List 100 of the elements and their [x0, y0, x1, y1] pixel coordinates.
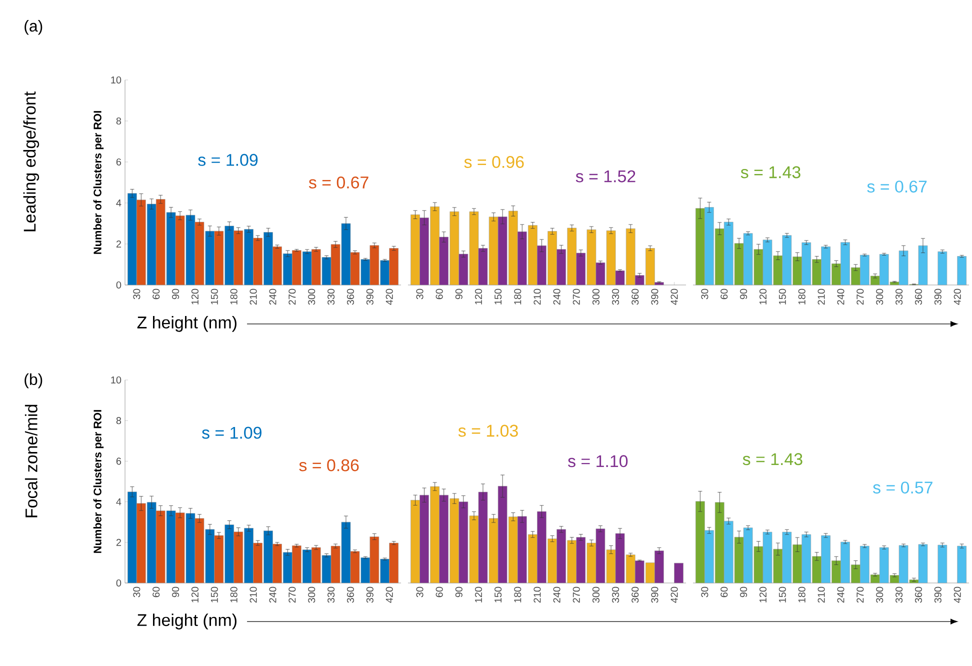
x-tick-label: 120 — [191, 586, 199, 602]
x-tick-label: 150 — [494, 288, 502, 304]
x-tick-label: 330 — [896, 586, 903, 603]
chart-title: (b) — [24, 373, 42, 388]
annotation: s = 1.09 — [198, 154, 258, 166]
x-tick-label: 270 — [856, 586, 864, 603]
y-tick-label: 0 — [116, 579, 122, 587]
x-tick-label: 90 — [172, 288, 180, 300]
x-tick-label: 30 — [416, 288, 424, 300]
bar — [957, 546, 966, 584]
x-tick-label: 360 — [632, 288, 639, 305]
y-tick-label: 2 — [116, 538, 121, 546]
x-tick-label: 420 — [954, 586, 961, 603]
x-tick-label: 270 — [856, 288, 864, 305]
x-axis-title: Z height (nm) — [137, 614, 236, 630]
x-tick-label: 120 — [759, 288, 767, 304]
x-tick-label: 30 — [701, 586, 708, 598]
x-tick-label: 390 — [366, 288, 374, 305]
x-tick-label: 360 — [914, 288, 922, 305]
x-axis-title: Z height (nm) — [137, 316, 236, 332]
y-tick-label: 0 — [116, 281, 122, 289]
bar — [938, 544, 948, 584]
y-tick-label: 6 — [116, 158, 122, 166]
x-tick-label: 270 — [572, 586, 580, 603]
x-tick-label: 270 — [572, 288, 580, 305]
x-tick-label: 420 — [670, 586, 678, 603]
annotation: s = 1.09 — [202, 426, 262, 439]
x-tick-label: 120 — [474, 288, 482, 304]
y-axis-title: Number of Clusters per ROI — [93, 410, 104, 553]
x-tick-label: 180 — [798, 586, 806, 602]
x-tick-label: 150 — [210, 288, 218, 304]
x-tick-label: 60 — [720, 586, 728, 598]
x-tick-label: 240 — [269, 288, 276, 305]
x-tick-label: 300 — [308, 288, 316, 305]
x-tick-label: 60 — [152, 288, 160, 300]
annotation: s = 1.03 — [458, 424, 518, 437]
x-tick-label: 30 — [701, 288, 708, 300]
annotation: s = 1.10 — [568, 455, 628, 468]
x-tick-label: 30 — [133, 288, 140, 300]
annotation: s = 0.57 — [873, 482, 932, 494]
annotation: s = 0.67 — [308, 176, 368, 188]
x-tick-label: 90 — [740, 288, 748, 300]
x-tick-label: 60 — [436, 586, 443, 598]
x-tick-label: 240 — [553, 288, 560, 305]
y-tick-label: 8 — [116, 117, 122, 125]
x-tick-label: 390 — [366, 586, 374, 603]
bar — [957, 256, 966, 286]
x-tick-label: 390 — [651, 586, 658, 603]
y-axis-title: Number of Clusters per ROI — [93, 111, 104, 254]
x-tick-label: 90 — [172, 586, 180, 598]
x-tick-label: 150 — [210, 586, 218, 602]
x-tick-label: 420 — [386, 586, 393, 603]
x-tick-label: 180 — [230, 288, 238, 304]
x-tick-label: 210 — [250, 288, 257, 305]
x-tick-label: 420 — [386, 288, 393, 305]
x-tick-label: 210 — [534, 586, 541, 603]
x-tick-label: 240 — [553, 586, 560, 603]
y-tick-label: 4 — [116, 498, 122, 506]
x-tick-label: 240 — [837, 288, 844, 305]
x-tick-label: 90 — [455, 586, 462, 598]
y-tick-label: 4 — [116, 200, 122, 206]
x-tick-label: 90 — [740, 586, 748, 598]
x-tick-label: 360 — [346, 586, 354, 603]
x-tick-label: 180 — [798, 288, 806, 304]
annotation: s = 1.52 — [576, 170, 636, 182]
chart-title: (a) — [24, 20, 42, 35]
x-tick-label: 90 — [455, 288, 462, 300]
x-tick-label: 420 — [670, 288, 678, 305]
x-tick-label: 240 — [269, 586, 276, 603]
x-tick-label: 150 — [494, 586, 502, 602]
x-tick-label: 330 — [328, 288, 335, 305]
x-tick-label: 360 — [914, 586, 922, 603]
text: Focal zone/mid — [24, 404, 38, 518]
bar — [674, 562, 684, 584]
annotation: s = 0.86 — [299, 459, 359, 472]
x-tick-label: 30 — [133, 586, 140, 598]
x-tick-label: 330 — [612, 288, 620, 305]
annotation: s = 1.43 — [742, 453, 802, 466]
x-tick-label: 270 — [288, 288, 296, 305]
x-tick-label: 120 — [759, 586, 767, 602]
x-tick-label: 120 — [474, 586, 482, 602]
text: Leading edge/front — [23, 92, 40, 232]
annotation: s = 0.96 — [464, 156, 524, 168]
bar — [938, 251, 948, 286]
x-tick-label: 390 — [651, 288, 658, 305]
y-tick-label: 8 — [116, 417, 122, 424]
x-tick-label: 270 — [288, 586, 296, 603]
x-tick-label: 180 — [230, 586, 238, 602]
x-tick-label: 150 — [778, 288, 786, 304]
x-tick-label: 180 — [514, 288, 522, 304]
y-tick-label: 10 — [111, 76, 122, 84]
x-tick-label: 210 — [818, 586, 825, 603]
annotation: s = 0.67 — [867, 180, 927, 193]
x-tick-label: 30 — [416, 586, 424, 598]
x-tick-label: 420 — [954, 288, 961, 305]
x-tick-label: 390 — [934, 586, 942, 603]
y-tick-label: 6 — [116, 458, 122, 465]
x-tick-label: 180 — [514, 586, 522, 602]
x-tick-label: 60 — [720, 288, 728, 300]
x-tick-label: 60 — [436, 288, 443, 300]
